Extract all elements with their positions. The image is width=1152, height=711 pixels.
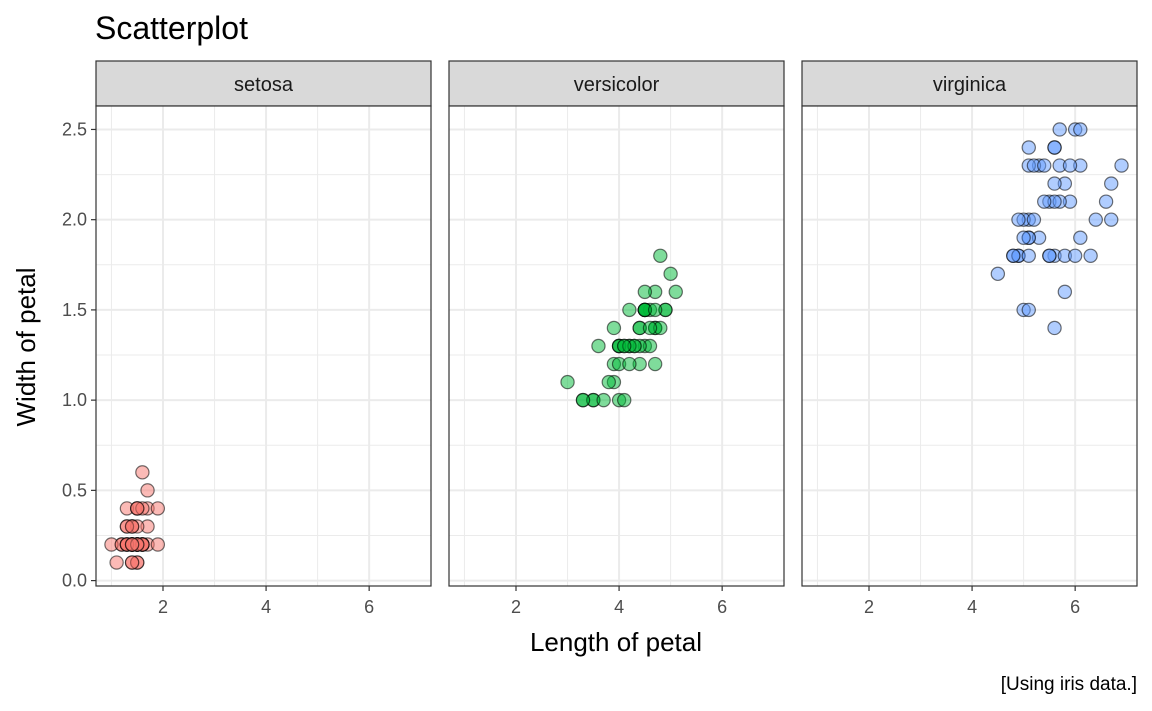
x-tick-label: 6 <box>717 597 727 617</box>
data-point <box>130 501 145 516</box>
facet-strip-setosa <box>95 60 432 107</box>
panel-border <box>448 105 785 587</box>
y-tick-label: 2.0 <box>62 210 87 230</box>
data-point <box>647 356 663 372</box>
x-axis: 2 4 6 2 4 6 2 4 6 <box>158 586 1080 617</box>
facet-panel-versicolor: versicolor <box>448 60 785 587</box>
data-point <box>1037 194 1052 209</box>
x-tick-label: 2 <box>864 597 874 617</box>
x-tick-label: 4 <box>261 597 271 617</box>
y-axis-title: Width of petal <box>11 268 41 427</box>
data-point <box>1026 212 1042 227</box>
y-tick-label: 0.5 <box>62 480 87 500</box>
data-point <box>617 392 632 408</box>
data-point <box>150 501 166 516</box>
data-point <box>622 302 637 318</box>
data-point <box>124 537 140 552</box>
facet-strip-virginica <box>801 60 1138 107</box>
data-point <box>617 338 632 354</box>
x-tick-label: 6 <box>364 597 374 617</box>
x-tick-label: 2 <box>511 597 521 617</box>
data-point <box>1067 248 1083 263</box>
panel-border <box>95 105 432 587</box>
data-point <box>990 266 1006 282</box>
data-point <box>1006 248 1021 263</box>
x-tick-label: 6 <box>1070 597 1080 617</box>
data-point <box>1057 284 1073 300</box>
data-point <box>135 465 150 480</box>
data-point <box>109 555 124 570</box>
data-point <box>637 284 653 300</box>
gridlines <box>96 106 431 586</box>
facet-panel-virginica: virginica <box>801 60 1138 587</box>
data-point <box>596 392 611 408</box>
facet-panels: setosa versicolor virginica <box>95 60 1138 587</box>
points-setosa <box>104 465 166 570</box>
data-point <box>1114 158 1129 173</box>
data-point <box>1098 194 1114 209</box>
gridlines <box>449 106 784 586</box>
data-point <box>1021 248 1036 263</box>
y-tick-label: 1.0 <box>62 390 87 410</box>
facet-strip-versicolor <box>448 60 785 107</box>
data-point <box>150 537 166 552</box>
chart-caption: [Using iris data.] <box>1001 674 1137 695</box>
data-point <box>591 338 606 354</box>
x-tick-label: 4 <box>967 597 977 617</box>
facet-strip-label: versicolor <box>574 74 660 96</box>
data-point <box>1042 248 1057 263</box>
points-virginica <box>990 122 1129 336</box>
data-point <box>140 483 155 498</box>
data-point <box>668 284 683 300</box>
y-axis: 0.0 0.5 1.0 1.5 2.0 2.5 <box>62 119 96 591</box>
data-point <box>1104 212 1119 227</box>
panel-border <box>801 105 1138 587</box>
data-point <box>606 320 622 336</box>
chart-title: Scatterplot <box>95 10 248 46</box>
data-point <box>1083 248 1098 263</box>
data-point <box>1052 122 1067 137</box>
data-point <box>622 356 637 372</box>
data-point <box>1073 230 1088 245</box>
data-point <box>1062 158 1078 173</box>
data-point <box>1088 212 1103 227</box>
data-point <box>1021 302 1036 318</box>
data-point <box>1104 176 1119 191</box>
plot-area <box>802 106 1137 586</box>
data-point <box>1037 158 1052 173</box>
facet-strip-label: virginica <box>933 74 1007 96</box>
data-point <box>1047 176 1062 191</box>
x-tick-label: 4 <box>614 597 624 617</box>
data-point <box>124 555 140 570</box>
facet-panel-setosa: setosa <box>95 60 432 587</box>
data-point <box>601 374 616 390</box>
data-point <box>1021 140 1036 155</box>
data-point <box>653 248 668 263</box>
data-point <box>1016 230 1031 245</box>
data-point <box>575 392 591 408</box>
data-point <box>642 320 658 336</box>
x-axis-title: Length of petal <box>530 627 702 657</box>
data-point <box>1047 140 1062 155</box>
y-tick-label: 0.0 <box>62 571 87 591</box>
data-point <box>1047 320 1062 336</box>
x-tick-label: 2 <box>158 597 168 617</box>
data-point <box>1011 212 1026 227</box>
points-versicolor <box>560 248 683 408</box>
data-point <box>124 519 140 534</box>
y-tick-label: 2.5 <box>62 119 87 139</box>
data-point <box>560 374 575 390</box>
data-point <box>647 302 663 318</box>
facet-strip-label: setosa <box>234 74 294 96</box>
y-tick-label: 1.5 <box>62 300 87 320</box>
data-point <box>1073 122 1088 137</box>
data-point <box>663 266 678 282</box>
